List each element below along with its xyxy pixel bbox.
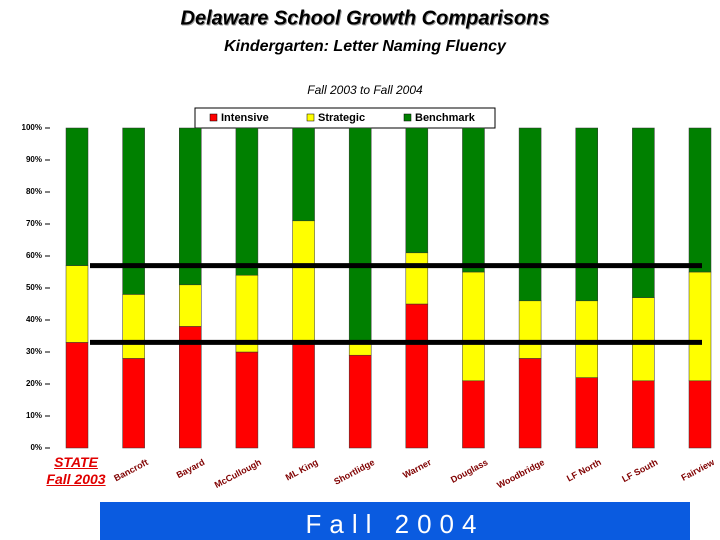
x-tick-label: LF North [565,457,603,483]
bar-segment [65,342,89,449]
bar-segment [518,127,542,302]
bar-segment [575,377,598,449]
bar-segment [632,297,655,382]
y-tick-label: 30% [26,347,42,356]
bar-segment [292,220,315,343]
bar-segment [65,265,89,343]
bar-segment [405,127,429,254]
y-tick-label: 60% [26,251,42,260]
bar-segment [518,358,542,449]
legend-label: Benchmark [415,112,476,124]
x-tick-label: Warner [401,457,433,480]
bar-segment [462,127,485,273]
bar-segment [292,342,315,449]
x-tick-label: Fairview [680,457,717,483]
x-tick-label: Woodbridge [495,457,546,490]
bar-segment [122,358,145,449]
bar-segment [575,300,598,378]
bar-segment [122,127,145,295]
legend-label: Intensive [221,112,269,124]
x-tick-label: McCullough [213,457,263,490]
bar-segment [122,294,145,359]
bar-segment [179,284,202,327]
bar-segment [348,127,372,343]
legend-swatch [306,113,315,122]
legend-box [194,107,496,129]
x-tick-label: Douglass [449,457,489,485]
x-tick-label: Bayard [175,457,207,480]
bottom-banner: Fall 2004 [100,502,690,540]
y-tick-label: 90% [26,155,42,164]
bar-segment [632,127,655,298]
y-tick-label: 80% [26,187,42,196]
x-tick-label: LF South [620,457,659,484]
bar-segment [688,127,712,273]
bar-segment [235,351,259,449]
bar-segment [575,127,598,302]
bar-segment [348,354,372,449]
y-tick-label: 100% [22,123,42,132]
bar-segment [405,252,429,305]
y-tick-label: 10% [26,411,42,420]
x-tick-label: Bancroft [112,457,149,483]
legend-label: Strategic [318,112,365,124]
state-label: STATE Fall 2003 [46,454,106,487]
bar-segment [518,300,542,359]
x-tick-label: ML King [284,457,320,482]
y-tick-label: 0% [30,443,42,452]
bar-segment [292,127,315,222]
bar-segment [688,271,712,382]
bar-segment [688,380,712,449]
legend-swatch [403,113,412,122]
x-tick-label: Shortlidge [332,457,376,487]
chart-title: Delaware School Growth Comparisons [181,7,550,29]
legend-swatch [209,113,218,122]
y-tick-label: 20% [26,379,42,388]
y-tick-label: 40% [26,315,42,324]
bar-segment [632,380,655,449]
bar-segment [462,380,485,449]
chart-subtitle: Kindergarten: Letter Naming Fluency [224,38,507,55]
bar-segment [235,127,259,276]
bar-segment [405,303,429,449]
y-tick-label: 70% [26,219,42,228]
bar-segment [179,127,202,286]
bar-segment [462,271,485,382]
bar-segment [65,127,89,266]
chart-caption: Fall 2003 to Fall 2004 [307,83,423,97]
y-tick-label: 50% [26,283,42,292]
title-shadow: Delaware School Growth Comparisons [182,8,551,30]
